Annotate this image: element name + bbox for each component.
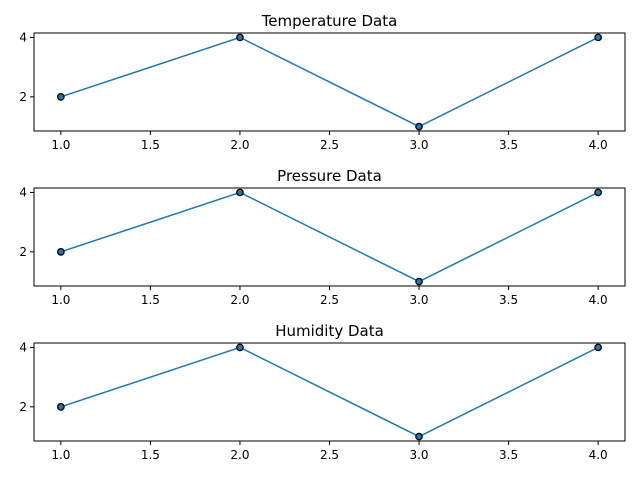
subplot-title: Pressure Data xyxy=(277,167,382,185)
data-point xyxy=(57,247,65,256)
x-tick-label: 3.5 xyxy=(499,448,518,462)
data-point xyxy=(236,188,244,197)
x-tick-label: 4.0 xyxy=(589,293,608,307)
data-point xyxy=(415,432,423,441)
y-tick-label: 2 xyxy=(19,400,27,414)
data-point xyxy=(415,122,423,131)
x-tick-label: 3.5 xyxy=(499,293,518,307)
x-tick-label: 1.5 xyxy=(141,138,160,152)
series-line xyxy=(60,346,599,438)
x-tick-label: 2.0 xyxy=(230,448,249,462)
data-point xyxy=(236,33,244,42)
subplot-title: Temperature Data xyxy=(261,12,398,30)
y-tick-label: 4 xyxy=(19,185,27,199)
data-point xyxy=(57,92,65,101)
x-tick-label: 4.0 xyxy=(589,448,608,462)
data-point xyxy=(594,343,602,352)
x-tick-label: 1.0 xyxy=(51,138,70,152)
x-tick-label: 1.5 xyxy=(141,293,160,307)
y-tick-label: 2 xyxy=(19,90,27,104)
series-line xyxy=(60,191,599,283)
x-tick-label: 1.0 xyxy=(51,448,70,462)
x-tick-label: 2.5 xyxy=(320,138,339,152)
x-tick-label: 2.5 xyxy=(320,448,339,462)
data-point xyxy=(594,33,602,42)
x-tick-label: 3.0 xyxy=(409,293,428,307)
x-tick-label: 1.5 xyxy=(141,448,160,462)
series-line xyxy=(60,36,599,128)
subplot-1: Temperature Data 1.0 1.5 2.0 2.5 3.0 3.5 4.0 2 4 xyxy=(19,12,626,152)
x-tick-label: 4.0 xyxy=(589,138,608,152)
subplot-title: Humidity Data xyxy=(275,322,384,340)
x-tick-label: 2.5 xyxy=(320,293,339,307)
x-tick-label: 3.5 xyxy=(499,138,518,152)
y-tick-label: 4 xyxy=(19,340,27,354)
data-point xyxy=(415,277,423,286)
x-tick-label: 2.0 xyxy=(230,138,249,152)
x-tick-label: 3.0 xyxy=(409,448,428,462)
data-point xyxy=(236,343,244,352)
subplot-3: Humidity Data 1.0 1.5 2.0 2.5 3.0 3.5 4.0 2 4 xyxy=(19,322,626,462)
y-tick-label: 4 xyxy=(19,30,27,44)
data-point xyxy=(57,402,65,411)
x-tick-label: 1.0 xyxy=(51,293,70,307)
x-tick-label: 2.0 xyxy=(230,293,249,307)
data-point xyxy=(594,188,602,197)
subplot-2: Pressure Data 1.0 1.5 2.0 2.5 3.0 3.5 4.0 2 4 xyxy=(19,167,626,307)
x-tick-label: 3.0 xyxy=(409,138,428,152)
y-tick-label: 2 xyxy=(19,245,27,259)
